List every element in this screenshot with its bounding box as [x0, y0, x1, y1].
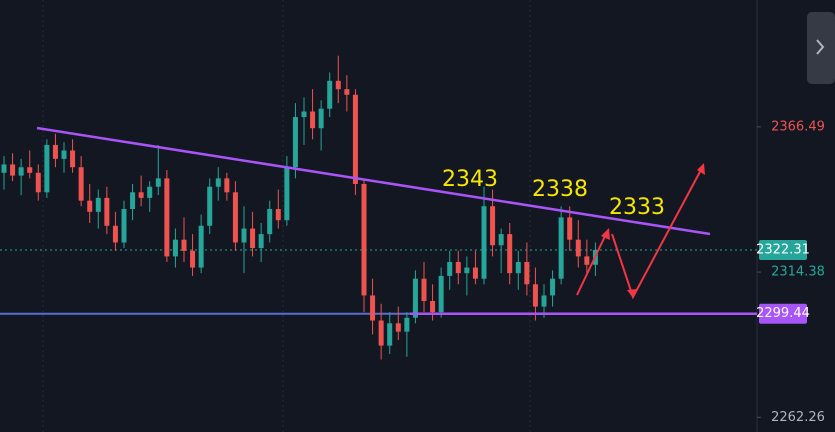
candle-body [284, 167, 290, 221]
candle-body [335, 80, 341, 90]
candle-body [438, 275, 444, 313]
candle-body [447, 261, 453, 276]
candle-body [250, 228, 256, 249]
collapse-button[interactable] [807, 12, 835, 84]
candle-body [395, 323, 401, 332]
candle-body [130, 192, 136, 210]
candle-body [404, 317, 410, 332]
support-price-box [759, 303, 807, 324]
candle-body [198, 225, 204, 268]
forecast-arrow [576, 231, 608, 296]
candle-body [361, 183, 367, 296]
candle-body [95, 197, 101, 212]
candle-body [10, 164, 16, 176]
candle-body [567, 217, 573, 240]
candle-body [1, 164, 7, 173]
candle-body [172, 239, 178, 257]
candle-body [327, 80, 333, 109]
chevron-icon [816, 39, 825, 55]
candle-body [550, 278, 556, 296]
price-annotation: 2333 [609, 195, 665, 220]
candle-body [87, 200, 93, 212]
candle-body [147, 186, 153, 198]
y-tick-label: 2314.38 [771, 265, 825, 280]
candle-body [275, 209, 281, 221]
last-price-label: 2322.31 [756, 242, 810, 257]
candle-body [292, 117, 298, 168]
candle-body [352, 94, 358, 184]
candle-body [558, 217, 564, 279]
candle-body [138, 192, 144, 198]
candle-body [35, 172, 41, 193]
candle-body [412, 278, 418, 318]
candle-body [301, 111, 307, 118]
arrow-head [627, 289, 637, 298]
candle-body [584, 256, 590, 265]
candle-body [18, 167, 24, 176]
candle-body [498, 234, 504, 246]
candle-body [370, 295, 376, 321]
candle-body [155, 178, 161, 187]
price-annotation: 2338 [532, 177, 588, 202]
candle-body [190, 250, 196, 268]
candle-body [164, 178, 170, 257]
candle-body [258, 234, 264, 249]
candle-body [481, 206, 487, 279]
candle-body [44, 144, 50, 193]
candle-body [541, 295, 547, 307]
candle-body [515, 261, 521, 274]
candle-body [344, 89, 350, 95]
resistance-trendline [36, 126, 711, 236]
y-tick-label: 2366.49 [771, 119, 825, 134]
candle-body [318, 108, 324, 129]
candle-body [310, 111, 316, 129]
candle-body [464, 267, 470, 274]
candle-body [575, 239, 581, 257]
candle-body [215, 178, 221, 187]
candle-body [112, 225, 118, 243]
candle-body [387, 323, 393, 346]
candle-body [207, 186, 213, 226]
candle-body [78, 167, 84, 201]
price-annotation: 2343 [442, 167, 498, 192]
candle-body [472, 267, 478, 279]
candle-body [27, 167, 33, 173]
candle-body [507, 234, 513, 274]
arrow-head [697, 163, 705, 175]
candle-body [61, 150, 67, 159]
last-price-box [759, 239, 807, 260]
candle-body [70, 150, 76, 168]
candle-body [232, 192, 238, 243]
candle-body [532, 284, 538, 307]
support-price-label: 2299.44 [756, 306, 810, 321]
candle-body [430, 301, 436, 313]
candle-body [524, 261, 530, 285]
candle-body [104, 197, 110, 226]
candle-body [455, 261, 461, 274]
candle-body [181, 239, 187, 251]
candle-body [121, 209, 127, 243]
candle-body [224, 178, 230, 193]
candle-body [421, 278, 427, 302]
candle-body [378, 320, 384, 346]
candle-body [52, 144, 58, 159]
arrow-head [601, 228, 610, 240]
candle-body [490, 206, 496, 246]
candle-body [241, 228, 247, 243]
candle-body [267, 209, 273, 235]
y-tick-label: 2262.26 [771, 410, 825, 425]
